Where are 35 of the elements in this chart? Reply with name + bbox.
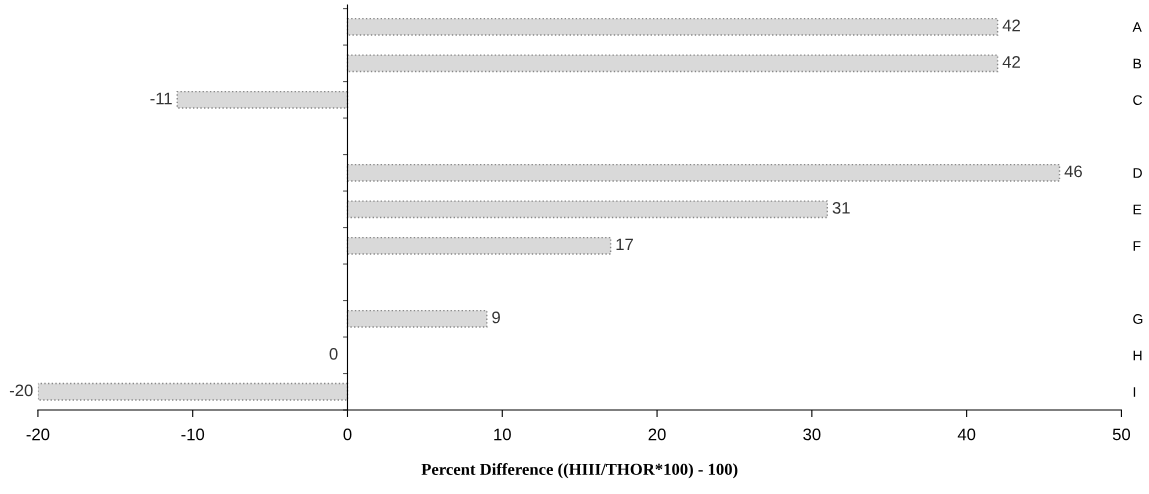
x-tick-label: 0 [343,428,352,441]
data-label: 46 [1064,165,1082,178]
y-tick-label: H [1133,350,1142,361]
bar [346,309,488,328]
data-label: 0 [329,347,338,360]
x-tick-label: 10 [494,428,511,441]
data-label: 42 [1002,19,1020,32]
y-tick-label: B [1133,58,1142,69]
bar [37,382,349,401]
bar [346,163,1061,182]
data-label: 31 [832,201,850,214]
data-label: 9 [492,311,500,324]
bar [346,236,612,255]
y-tick-label: C [1133,95,1143,105]
x-tick-label: 50 [1112,428,1131,441]
y-tick-label: I [1133,387,1136,397]
x-tick-label: -10 [181,428,205,441]
bar [346,17,999,36]
x-axis-title: Percent Difference ((HIII/THOR*100) - 100) [421,463,738,479]
y-tick-label: G [1133,314,1143,324]
y-tick-label: E [1133,204,1142,215]
y-tick-label: D [1133,168,1142,178]
x-tick-label: 30 [803,428,821,441]
y-tick-label: A [1132,22,1142,32]
data-label: 17 [616,238,633,251]
x-tick-label: -20 [26,428,50,441]
x-tick-label: 40 [957,428,976,441]
bar [346,200,829,219]
bar [176,90,349,109]
data-label: 42 [1002,56,1020,68]
data-label: -11 [150,92,172,105]
bar [346,54,999,73]
x-tick-label: 20 [648,428,666,441]
y-tick-label: F [1133,241,1141,251]
data-label: -20 [9,384,33,397]
